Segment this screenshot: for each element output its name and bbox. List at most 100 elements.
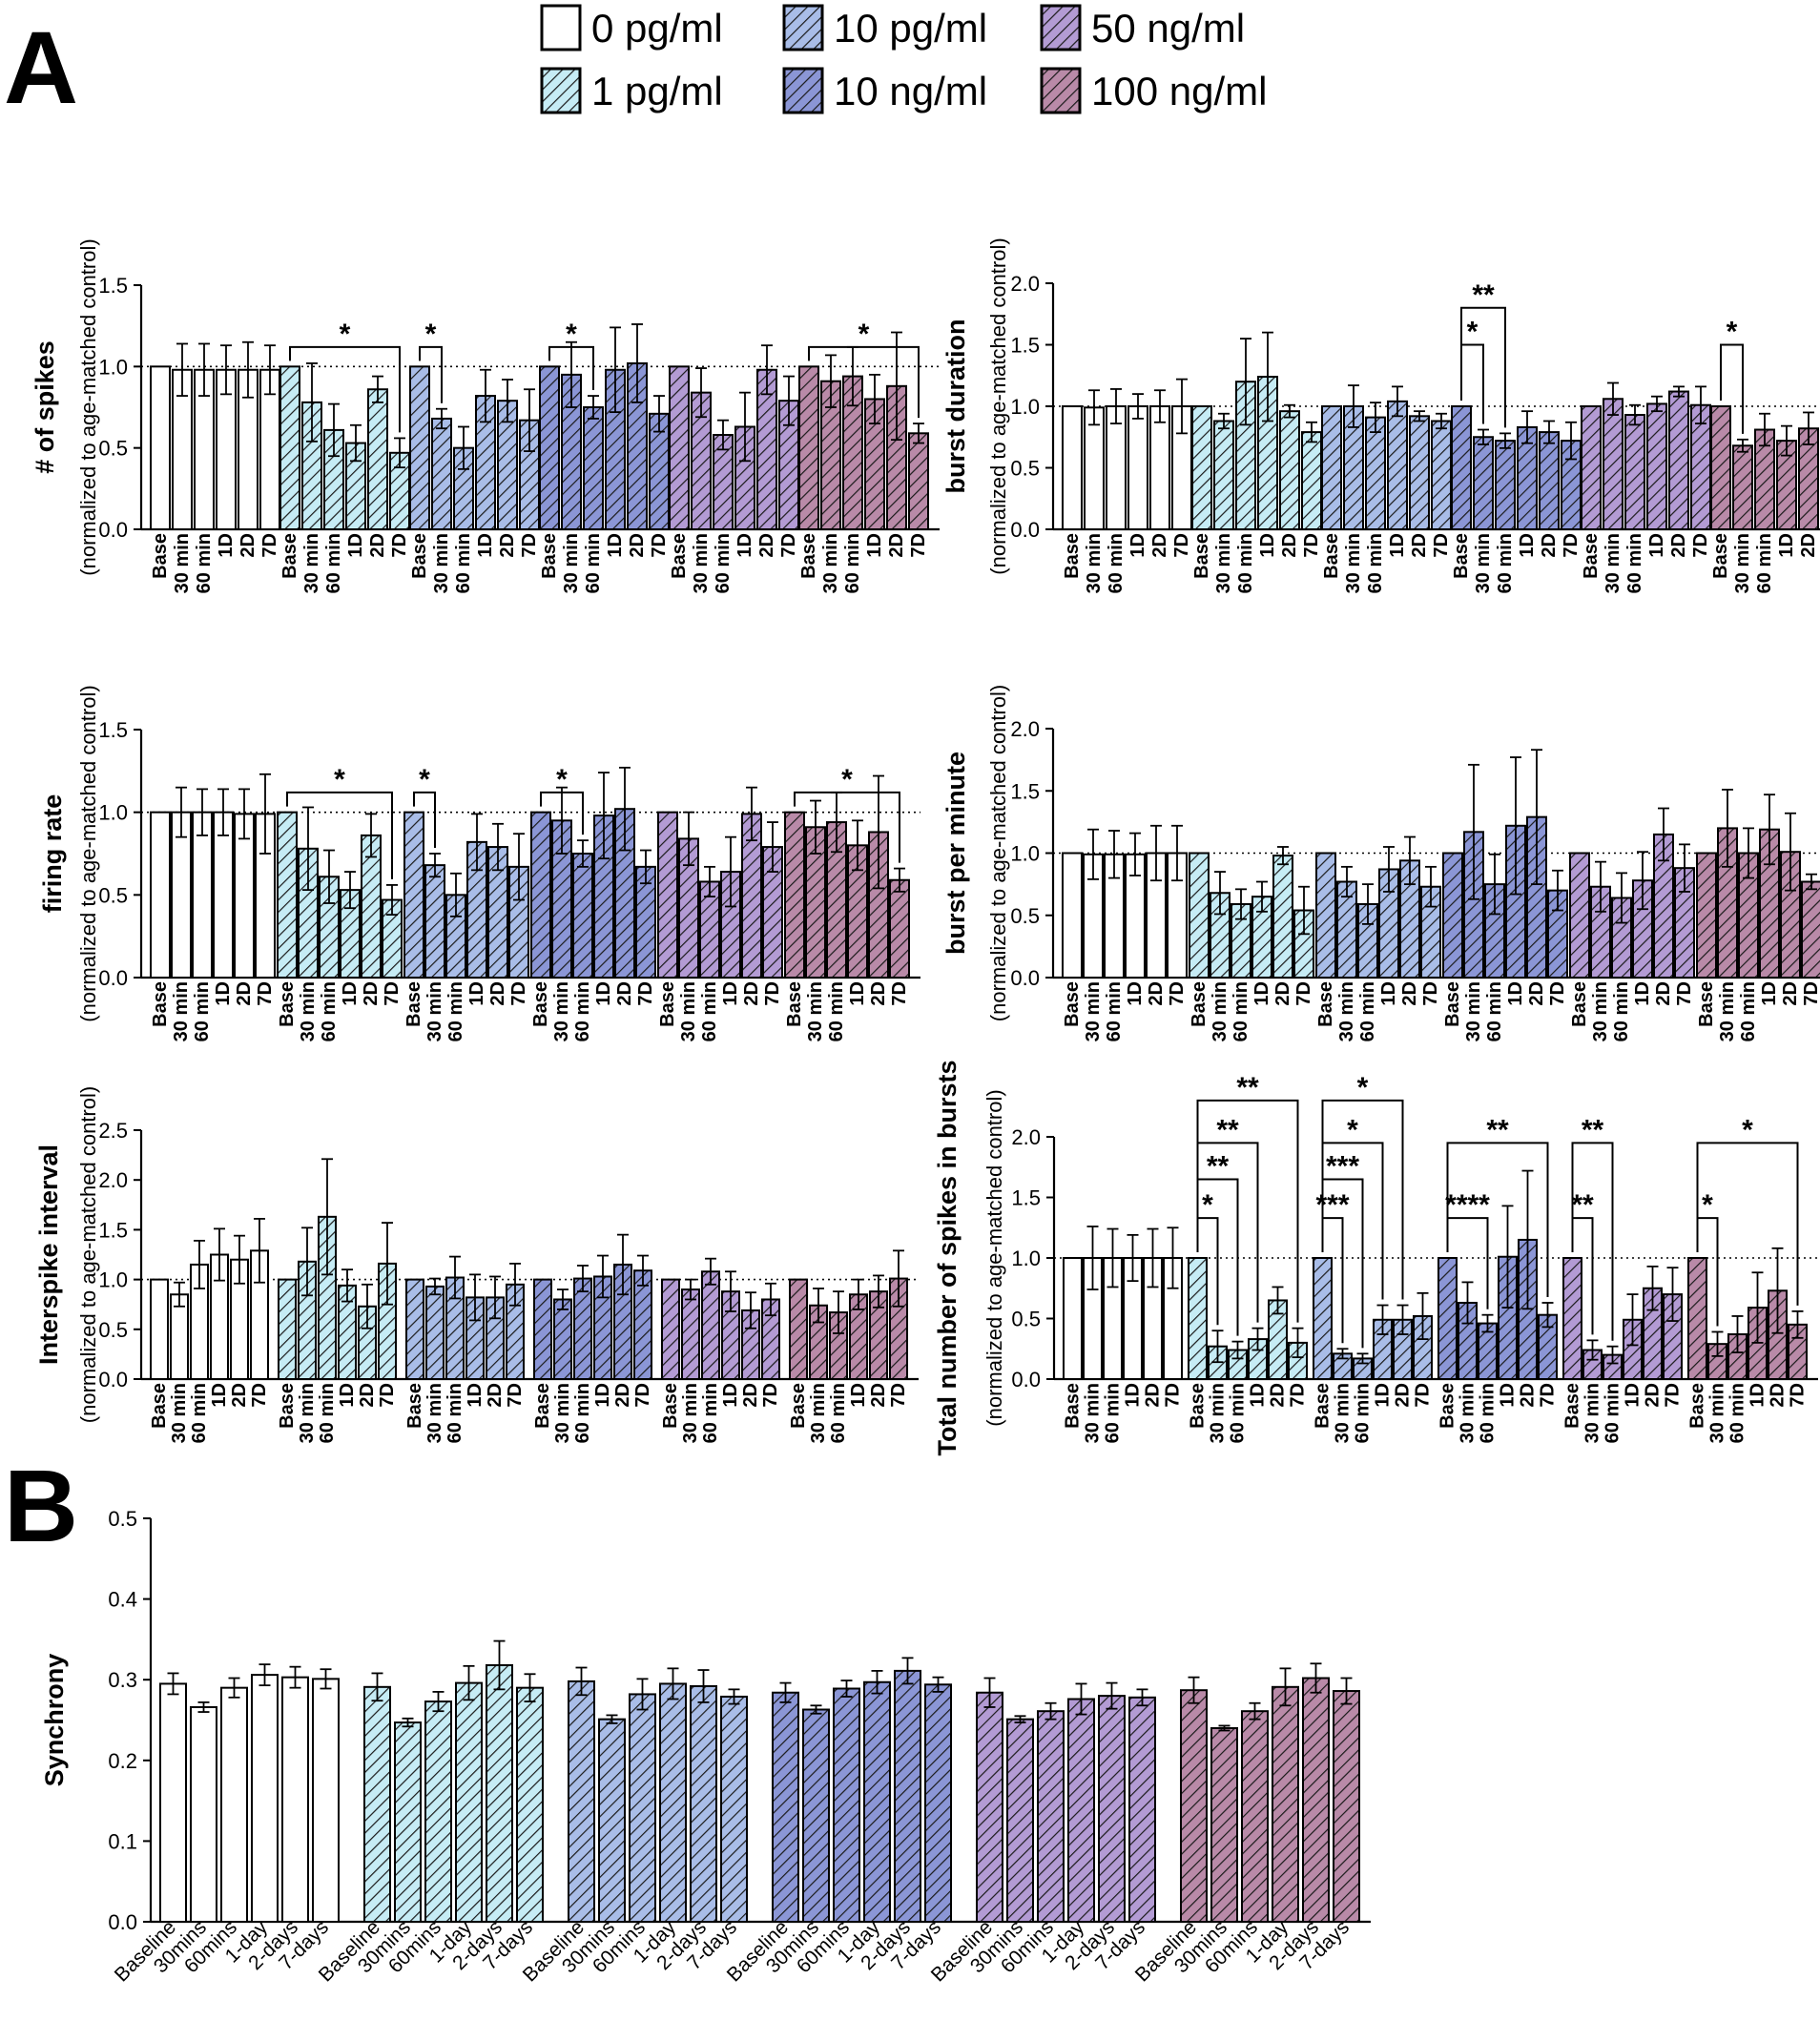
x-tick-label: 30 min <box>424 981 445 1041</box>
bar <box>279 365 300 531</box>
x-tick-label: 7D <box>888 1383 909 1408</box>
x-tick-label: 60 min <box>323 533 344 593</box>
bar <box>633 1269 652 1380</box>
x-tick-label: 1D <box>213 981 234 1006</box>
x-tick-label: 1D <box>1498 1383 1519 1408</box>
y-tick-label: 1.0 <box>98 355 128 379</box>
x-tick-label: 7D <box>1171 533 1192 558</box>
bar <box>1562 1257 1582 1380</box>
significance-bracket <box>794 791 900 863</box>
bar <box>150 811 171 979</box>
charts-container: 0.0 0.5 1.0 1.5 # of spikes (normalized to ag… <box>31 237 1820 1987</box>
x-tick-label: Base <box>277 981 298 1027</box>
y-tick-label: 0.5 <box>1010 904 1040 928</box>
x-tick-label: 7D <box>1431 533 1452 558</box>
bar <box>833 1687 860 1923</box>
significance-label: ** <box>1571 1189 1594 1221</box>
legend-label: 0 pg/ml <box>591 6 723 51</box>
x-tick-label: 7D <box>377 1383 398 1408</box>
bar <box>1180 1689 1208 1923</box>
x-tick-label: Base <box>1062 981 1083 1027</box>
bar <box>1495 440 1516 530</box>
x-tick-label: Base <box>1188 1383 1209 1429</box>
significance-bracket <box>1196 1099 1299 1323</box>
bar <box>1062 405 1083 530</box>
bar <box>1387 400 1408 530</box>
x-tick-label: 60 min <box>1611 981 1632 1041</box>
x-tick-label: 30 min <box>1717 981 1738 1041</box>
x-tick-label: 2D <box>1780 981 1801 1006</box>
x-tick-label: 60 min <box>1231 981 1251 1041</box>
x-tick-label: 7D <box>1301 533 1322 558</box>
bar <box>1302 1677 1330 1924</box>
x-tick-label: Base <box>149 1383 170 1429</box>
x-tick-label: 2D <box>627 533 648 558</box>
bar <box>1127 405 1148 530</box>
x-tick-label: Base <box>1315 981 1336 1027</box>
x-tick-label: Base <box>1710 533 1731 579</box>
significance-label: * <box>425 319 437 350</box>
x-tick-label: 30 min <box>561 533 582 593</box>
x-tick-label: 2D <box>1393 1383 1414 1408</box>
bar <box>669 365 690 531</box>
y-axis-label: Synchrony <box>40 1654 69 1787</box>
x-tick-label: 2D <box>1146 981 1167 1006</box>
x-tick-label: 1D <box>1776 533 1797 558</box>
y-tick-label: 0.0 <box>98 1368 128 1391</box>
y-axis-sublabel: (normalized to age-matched control) <box>76 1086 100 1423</box>
significance-label: * <box>1357 1072 1369 1103</box>
x-tick-label: 7D <box>649 533 670 558</box>
x-tick-label: 1D <box>1517 533 1538 558</box>
x-tick-label: 30 min <box>1208 1383 1229 1443</box>
y-tick-label: 1.5 <box>98 718 128 742</box>
significance-label: * <box>1202 1189 1213 1221</box>
x-tick-label: 60 min <box>828 1383 849 1443</box>
y-axis-sublabel: (normalized to age-matched control) <box>986 685 1010 1021</box>
bar <box>1539 431 1560 530</box>
significance-label: * <box>1727 317 1738 348</box>
x-tick-label: 2D <box>868 981 889 1006</box>
x-tick-label: 1D <box>340 981 361 1006</box>
x-tick-label: 1D <box>848 1383 869 1408</box>
x-tick-label: 60 min <box>583 533 604 593</box>
x-tick-label: 7D <box>255 981 276 1006</box>
x-tick-label: 2D <box>614 981 635 1006</box>
x-tick-label: 30 min <box>1083 1383 1104 1443</box>
y-tick-label: 1.0 <box>98 801 128 825</box>
x-tick-label: 60 min <box>1484 981 1505 1041</box>
y-tick-label: 0.3 <box>108 1668 137 1692</box>
x-tick-label: 2D <box>497 533 518 558</box>
bar <box>486 1663 513 1924</box>
bar <box>629 1693 656 1923</box>
bar <box>516 1686 544 1924</box>
x-tick-label: 60 min <box>1754 533 1775 593</box>
y-tick-label: 0.5 <box>108 1507 137 1531</box>
x-tick-label: 1D <box>345 533 366 558</box>
bar <box>405 1278 424 1380</box>
x-tick-label: 7D <box>519 533 540 558</box>
x-tick-label: 60 min <box>1106 533 1127 593</box>
y-axis-label: Interspike interval <box>34 1144 63 1365</box>
significance-label: ** <box>1486 1114 1509 1145</box>
x-tick-label: 1D <box>593 981 614 1006</box>
x-tick-label: 30 min <box>1582 1383 1603 1443</box>
x-tick-label: 30 min <box>1210 981 1231 1041</box>
bar <box>539 365 560 531</box>
x-tick-label: 7D <box>1293 981 1314 1006</box>
y-axis-label: burst duration <box>941 319 970 494</box>
significance-label: * <box>858 319 870 350</box>
x-tick-label: 1D <box>1505 981 1526 1006</box>
x-tick-label: 2D <box>1143 1383 1164 1408</box>
bar <box>1098 1695 1126 1923</box>
x-tick-label: Base <box>798 533 819 579</box>
bar <box>1710 405 1731 530</box>
x-tick-label: 30 min <box>431 533 452 593</box>
bar <box>1696 852 1717 979</box>
x-tick-label: 60 min <box>1104 981 1125 1041</box>
y-tick-label: 0.5 <box>1011 1308 1041 1331</box>
x-tick-label: Base <box>404 1383 425 1429</box>
x-tick-label: 1D <box>475 533 496 558</box>
bar <box>1149 405 1170 530</box>
x-tick-label: 1D <box>1646 533 1667 558</box>
significance-label: * <box>419 764 430 795</box>
